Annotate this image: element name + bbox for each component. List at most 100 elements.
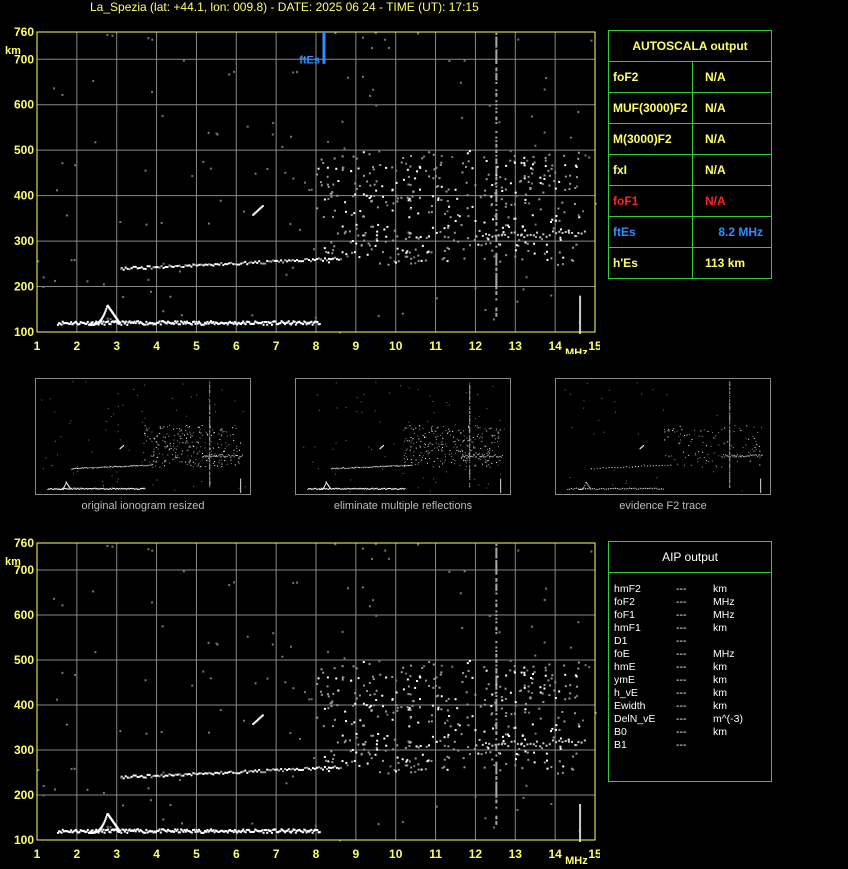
echo-point xyxy=(78,468,80,470)
echo-point xyxy=(461,681,464,684)
echo-point xyxy=(435,676,438,679)
echo-point xyxy=(292,71,295,74)
echo-point xyxy=(138,488,140,490)
echo-point xyxy=(109,323,112,326)
echo-point xyxy=(495,40,498,43)
echo-point xyxy=(495,725,498,728)
echo-point xyxy=(122,445,124,447)
echo-point xyxy=(180,438,182,440)
echo-point xyxy=(462,453,464,455)
echo-point xyxy=(582,488,584,490)
echo-point xyxy=(495,626,498,629)
echo-point xyxy=(346,76,349,79)
echo-point xyxy=(375,104,378,107)
echo-point xyxy=(729,435,731,437)
echo-point xyxy=(396,706,399,709)
echo-point xyxy=(438,466,440,468)
echo-point xyxy=(308,488,310,490)
echo-point xyxy=(729,415,731,417)
echo-point xyxy=(366,488,368,490)
echo-point xyxy=(209,413,211,415)
echo-point xyxy=(489,242,492,245)
echo-point xyxy=(381,694,384,697)
echo-point xyxy=(525,276,528,279)
echo-point xyxy=(469,392,471,394)
echo-point xyxy=(495,69,498,72)
echo-point xyxy=(441,258,444,261)
echo-point xyxy=(372,488,374,490)
echo-point xyxy=(198,431,200,433)
echo-point xyxy=(374,753,377,756)
echo-point xyxy=(523,162,526,165)
echo-point xyxy=(267,320,270,323)
echo-point xyxy=(127,321,130,324)
echo-point xyxy=(164,441,166,443)
echo-point xyxy=(474,478,476,480)
y-tick-label: 400 xyxy=(14,698,34,712)
echo-point xyxy=(150,463,152,465)
echo-point xyxy=(461,456,463,458)
echo-point xyxy=(543,88,546,91)
echo-point xyxy=(443,235,446,238)
echo-point xyxy=(242,320,245,323)
echo-point xyxy=(495,216,498,219)
echo-point xyxy=(209,828,212,831)
echo-point xyxy=(495,438,497,440)
echo-point xyxy=(132,774,135,777)
echo-point xyxy=(333,754,336,757)
echo-point xyxy=(215,642,218,645)
echo-point xyxy=(487,747,490,750)
echo-point xyxy=(109,826,112,829)
echo-point xyxy=(314,320,317,323)
echo-point xyxy=(222,264,225,267)
echo-point xyxy=(92,79,95,82)
echo-point xyxy=(514,726,517,729)
echo-point xyxy=(373,693,376,696)
echo-point xyxy=(442,446,444,448)
echo-point xyxy=(258,208,261,211)
echo-point xyxy=(391,718,394,721)
echo-point xyxy=(495,165,498,168)
echo-point xyxy=(702,441,704,443)
echo-point xyxy=(466,437,468,439)
echo-point xyxy=(433,460,435,462)
echo-point xyxy=(527,180,530,183)
echo-point xyxy=(300,830,303,833)
echo-point xyxy=(336,232,339,235)
echo-point xyxy=(487,483,489,485)
echo-point xyxy=(729,381,731,383)
echo-point xyxy=(232,323,235,326)
echo-point xyxy=(495,94,498,97)
echo-point xyxy=(192,461,194,463)
echo-point xyxy=(292,320,295,323)
echo-point xyxy=(226,463,228,465)
echo-point xyxy=(467,724,470,727)
echo-point xyxy=(169,448,171,450)
echo-point xyxy=(590,39,593,42)
echo-point xyxy=(74,673,77,676)
echo-point xyxy=(156,457,158,459)
echo-point xyxy=(182,265,185,268)
echo-point xyxy=(667,430,669,432)
echo-point xyxy=(760,492,762,493)
echo-point xyxy=(477,243,480,246)
echo-point xyxy=(202,453,204,455)
echo-point xyxy=(723,443,725,445)
echo-point xyxy=(391,488,393,490)
echo-point xyxy=(495,256,498,259)
echo-point xyxy=(218,462,220,464)
echo-point xyxy=(495,89,498,92)
echo-point xyxy=(500,186,503,189)
echo-point xyxy=(47,488,49,490)
echo-point xyxy=(542,191,545,194)
echo-point xyxy=(637,433,639,435)
echo-point xyxy=(209,411,211,413)
echo-point xyxy=(246,635,249,638)
echo-point xyxy=(108,488,110,490)
echo-point xyxy=(448,756,451,759)
echo-point xyxy=(373,488,375,490)
echo-point xyxy=(579,811,582,814)
echo-point xyxy=(557,772,560,775)
thumbnail-caption: original ionogram resized xyxy=(81,500,205,512)
echo-point xyxy=(290,135,293,138)
